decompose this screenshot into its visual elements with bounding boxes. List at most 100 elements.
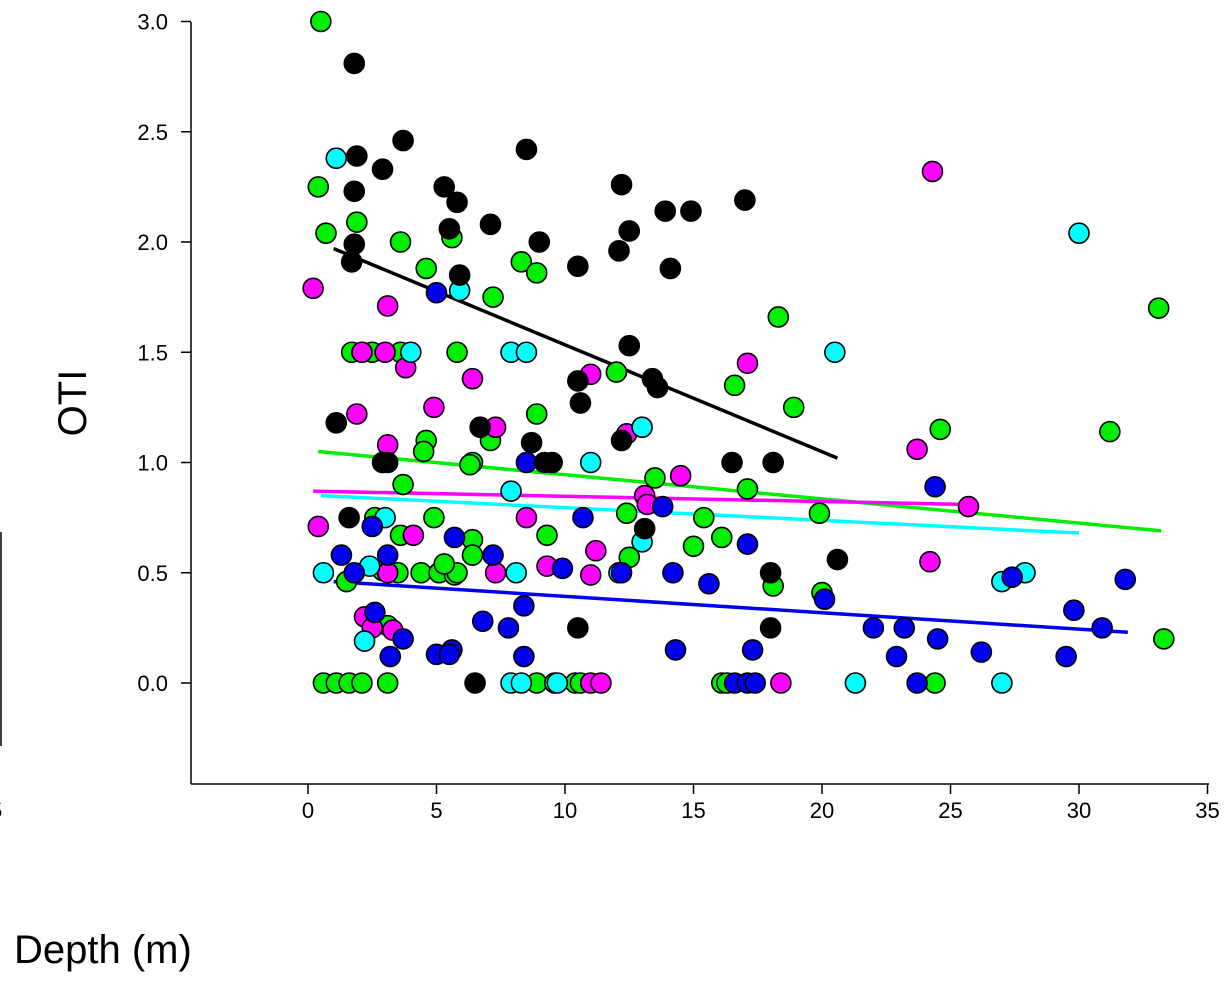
data-point — [759, 617, 782, 639]
data-point — [515, 341, 538, 364]
data-point — [759, 561, 782, 584]
data-point — [1153, 628, 1175, 650]
data-point — [353, 630, 376, 652]
data-point — [1114, 568, 1137, 591]
data-point — [525, 262, 548, 284]
y-tick-label: 0.5 — [137, 561, 168, 586]
data-point — [399, 341, 422, 364]
x-axis-label: Depth (m) — [14, 928, 192, 972]
data-point — [446, 191, 468, 214]
data-point — [844, 672, 867, 694]
data-point — [633, 517, 656, 540]
data-point — [410, 561, 432, 584]
data-point — [307, 176, 330, 198]
data-point — [446, 341, 468, 364]
data-point — [371, 158, 394, 181]
data-point — [374, 341, 396, 364]
data-point — [312, 561, 335, 584]
data-point — [484, 561, 507, 584]
data-point — [497, 617, 520, 639]
data-point — [438, 643, 461, 666]
data-point — [590, 672, 612, 694]
data-point — [346, 403, 368, 425]
data-point — [826, 548, 849, 571]
data-point — [924, 475, 946, 498]
data-point — [736, 533, 759, 555]
data-point — [824, 341, 846, 364]
data-point — [541, 451, 563, 474]
data-point — [710, 526, 733, 549]
data-point — [1068, 222, 1090, 244]
data-point — [338, 506, 360, 529]
data-point — [513, 595, 535, 617]
data-point — [605, 361, 628, 383]
y-tick-label: 1.5 — [137, 340, 168, 365]
data-point — [412, 440, 435, 463]
clipped-tick-label: 5 — [0, 798, 2, 823]
data-point — [525, 403, 548, 425]
data-point — [415, 257, 438, 280]
x-tick-label: 25 — [938, 798, 962, 823]
data-point — [376, 672, 399, 694]
data-point — [654, 200, 677, 222]
data-point — [682, 535, 705, 558]
data-point — [310, 10, 332, 33]
y-tick-label: 2.5 — [137, 120, 168, 145]
data-point — [1001, 566, 1023, 588]
data-point — [680, 200, 702, 222]
data-point — [921, 160, 944, 183]
data-point — [926, 628, 949, 650]
data-point — [443, 526, 466, 549]
data-point — [392, 129, 414, 152]
data-point — [330, 544, 353, 566]
data-point — [698, 572, 720, 595]
data-point — [364, 601, 386, 624]
data-point — [510, 251, 533, 273]
data-point — [762, 451, 784, 474]
data-point — [893, 617, 916, 639]
data-point — [618, 334, 641, 357]
data-point — [734, 189, 756, 211]
x-tick-label: 35 — [1195, 798, 1219, 823]
data-point — [471, 610, 494, 633]
y-tick-label: 2.0 — [137, 230, 168, 255]
x-tick-label: 30 — [1067, 798, 1091, 823]
x-tick-label: 20 — [810, 798, 834, 823]
data-point — [464, 672, 486, 694]
data-point — [808, 502, 831, 525]
data-point — [343, 233, 366, 256]
data-point — [644, 467, 666, 489]
data-point — [610, 429, 633, 452]
data-point — [659, 257, 682, 280]
data-point — [433, 176, 456, 198]
data-point — [1099, 420, 1121, 443]
data-point — [664, 639, 687, 661]
data-point — [520, 431, 543, 454]
data-point — [343, 180, 366, 203]
data-point — [646, 376, 669, 399]
data-point — [461, 367, 484, 390]
data-point — [585, 539, 607, 562]
data-point — [929, 418, 952, 441]
data-point — [500, 480, 522, 502]
data-point — [618, 220, 641, 242]
x-tick-label: 5 — [430, 798, 442, 823]
data-point — [433, 553, 456, 575]
data-point — [991, 672, 1013, 694]
data-point — [346, 145, 368, 167]
data-point — [610, 561, 633, 584]
data-point — [351, 672, 373, 694]
data-point — [569, 392, 592, 414]
data-point — [906, 438, 928, 461]
y-tick-label: 3.0 — [137, 10, 168, 35]
data-point — [515, 138, 538, 161]
data-point — [885, 645, 908, 668]
data-point — [479, 213, 502, 236]
data-point — [662, 561, 684, 584]
data-point — [906, 672, 928, 694]
data-point — [608, 240, 630, 262]
data-point — [744, 672, 766, 694]
data-point — [1091, 617, 1113, 639]
data-point — [343, 52, 366, 75]
